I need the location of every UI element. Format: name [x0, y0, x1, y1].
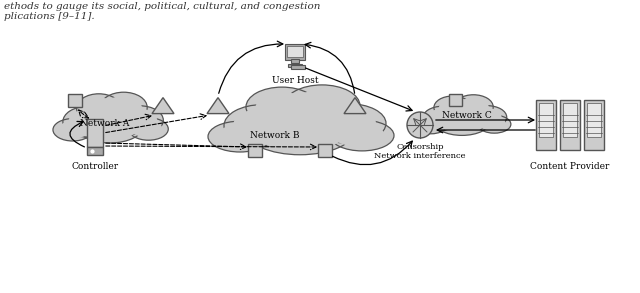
Bar: [587, 103, 601, 137]
Ellipse shape: [246, 87, 318, 127]
Ellipse shape: [467, 106, 507, 129]
Bar: [285, 44, 305, 60]
Ellipse shape: [63, 107, 110, 137]
Bar: [539, 103, 553, 137]
Bar: [536, 100, 556, 150]
Ellipse shape: [218, 123, 270, 148]
Ellipse shape: [433, 107, 491, 135]
Ellipse shape: [76, 107, 144, 143]
Bar: [563, 103, 577, 137]
Ellipse shape: [456, 98, 489, 118]
Ellipse shape: [245, 105, 355, 155]
Ellipse shape: [82, 98, 119, 122]
Text: User Host: User Host: [272, 76, 318, 85]
Bar: [291, 59, 299, 63]
Ellipse shape: [80, 110, 140, 140]
Ellipse shape: [77, 94, 121, 122]
Ellipse shape: [255, 93, 315, 126]
Ellipse shape: [233, 108, 297, 143]
Bar: [291, 65, 305, 69]
Ellipse shape: [118, 108, 157, 132]
Ellipse shape: [130, 120, 162, 137]
Ellipse shape: [427, 108, 460, 129]
Ellipse shape: [434, 96, 471, 119]
Ellipse shape: [310, 104, 386, 143]
Bar: [288, 64, 302, 67]
Ellipse shape: [437, 109, 487, 133]
Polygon shape: [152, 98, 174, 114]
Text: Controller: Controller: [72, 162, 118, 171]
Text: plications [9–11].: plications [9–11].: [4, 12, 95, 21]
Ellipse shape: [312, 107, 376, 140]
Polygon shape: [207, 98, 229, 114]
Ellipse shape: [100, 92, 147, 122]
Bar: [584, 100, 604, 150]
Bar: [287, 45, 303, 57]
Bar: [87, 119, 103, 147]
Ellipse shape: [414, 116, 447, 134]
Ellipse shape: [422, 106, 462, 131]
Ellipse shape: [129, 118, 168, 140]
Ellipse shape: [330, 120, 394, 151]
Ellipse shape: [59, 120, 92, 138]
Ellipse shape: [208, 121, 272, 152]
Polygon shape: [344, 98, 366, 114]
Ellipse shape: [479, 117, 506, 131]
Bar: [449, 94, 461, 106]
Bar: [560, 100, 580, 150]
Ellipse shape: [332, 122, 384, 146]
Bar: [248, 144, 262, 156]
Text: Content Provider: Content Provider: [531, 162, 610, 171]
Ellipse shape: [68, 109, 108, 134]
Ellipse shape: [288, 91, 352, 126]
Ellipse shape: [454, 95, 493, 119]
Text: Network C: Network C: [442, 112, 492, 120]
Ellipse shape: [116, 106, 163, 134]
Ellipse shape: [284, 85, 360, 127]
Ellipse shape: [419, 117, 447, 131]
Text: Network B: Network B: [250, 130, 300, 139]
Ellipse shape: [438, 99, 470, 118]
Ellipse shape: [477, 115, 511, 133]
Bar: [318, 144, 332, 156]
Text: ethods to gauge its social, political, cultural, and congestion: ethods to gauge its social, political, c…: [4, 2, 321, 11]
Ellipse shape: [468, 108, 502, 127]
Text: Network A: Network A: [80, 118, 130, 127]
Ellipse shape: [224, 105, 300, 146]
Text: Censorship
Network interference: Censorship Network interference: [374, 143, 466, 160]
Bar: [87, 147, 103, 155]
Ellipse shape: [252, 109, 348, 151]
Bar: [68, 93, 82, 106]
Circle shape: [407, 112, 433, 138]
Ellipse shape: [102, 96, 142, 122]
Ellipse shape: [53, 119, 93, 141]
